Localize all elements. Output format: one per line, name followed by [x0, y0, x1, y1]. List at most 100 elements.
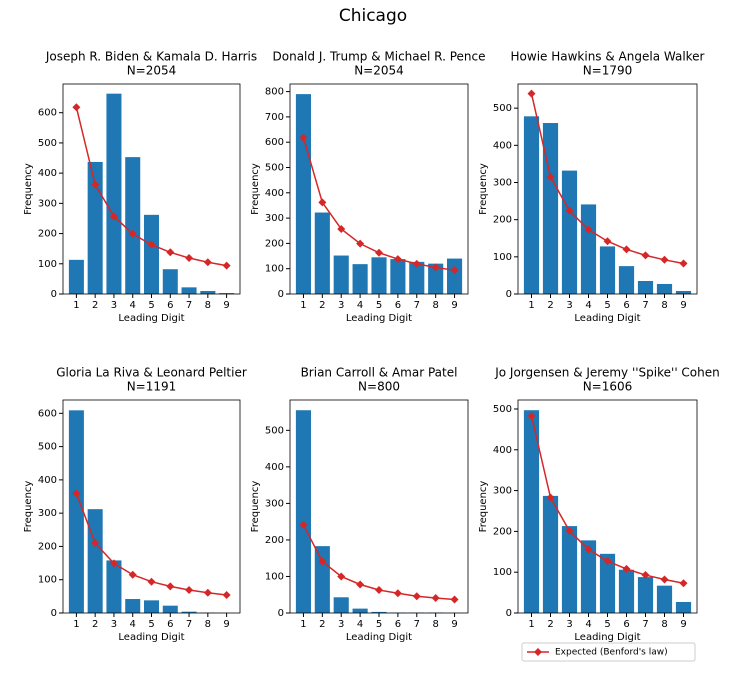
- expected-marker: [431, 594, 440, 603]
- x-tick-label: 7: [186, 300, 192, 311]
- y-tick-label: 500: [265, 162, 284, 173]
- bar: [447, 258, 463, 294]
- axes-frame: [62, 399, 241, 614]
- legend-label: Expected (Benford's law): [555, 648, 668, 658]
- expected-marker: [450, 266, 459, 275]
- y-tick-label: 200: [38, 229, 57, 240]
- x-tick-label: 8: [205, 619, 211, 630]
- bar: [656, 283, 673, 294]
- bar: [87, 509, 103, 613]
- expected-marker: [584, 225, 593, 234]
- bar: [314, 546, 330, 613]
- bar: [143, 214, 160, 294]
- subplot-title: Jo Jorgensen & Jeremy ''Spike'' Cohen: [494, 366, 720, 380]
- x-tick-label: 5: [376, 300, 382, 311]
- x-tick-label: 2: [319, 619, 325, 630]
- bar: [542, 123, 559, 294]
- subplot-subtitle: N=2054: [127, 64, 177, 78]
- expected-marker: [412, 592, 421, 601]
- y-axis-label: Frequency: [478, 163, 489, 215]
- x-tick-label: 8: [205, 300, 211, 311]
- expected-marker: [147, 240, 156, 249]
- y-tick-label: 400: [38, 168, 57, 179]
- x-tick-label: 7: [642, 619, 648, 630]
- expected-marker: [109, 559, 118, 568]
- axes-frame: [62, 83, 241, 295]
- x-tick-label: 9: [223, 619, 229, 630]
- x-tick-label: 1: [73, 619, 79, 630]
- legend-box: [521, 642, 696, 662]
- y-tick-label: 300: [265, 213, 284, 224]
- bar: [106, 93, 122, 294]
- y-tick-label: 600: [38, 108, 57, 119]
- x-tick-label: 2: [92, 300, 98, 311]
- expected-marker: [393, 255, 402, 264]
- bar: [371, 611, 387, 613]
- axes-frame: [289, 83, 469, 295]
- x-axis-label: Leading Digit: [574, 632, 640, 643]
- bar: [333, 255, 349, 294]
- x-tick-label: 2: [319, 300, 325, 311]
- x-tick-label: 5: [376, 619, 382, 630]
- bar: [637, 577, 654, 613]
- y-tick-label: 400: [265, 462, 284, 473]
- subplot-subtitle: N=1191: [127, 380, 177, 394]
- bar: [295, 410, 311, 613]
- expected-marker: [527, 411, 536, 420]
- x-tick-label: 6: [167, 300, 173, 311]
- x-tick-label: 4: [585, 300, 591, 311]
- bar: [352, 264, 368, 294]
- x-tick-label: 4: [357, 619, 363, 630]
- bar: [599, 553, 616, 613]
- expected-marker: [565, 206, 574, 215]
- legend-marker: [534, 648, 542, 656]
- y-tick-label: 400: [38, 475, 57, 486]
- x-axis-label: Leading Digit: [118, 313, 184, 324]
- bar: [561, 526, 578, 613]
- expected-marker: [375, 585, 383, 594]
- expected-marker: [147, 577, 156, 586]
- subplot-title: Joseph R. Biden & Kamala D. Harris: [45, 50, 257, 64]
- y-tick-label: 500: [38, 442, 57, 453]
- expected-marker: [299, 133, 308, 142]
- bar: [371, 257, 387, 294]
- bar: [618, 569, 635, 613]
- y-tick-label: 0: [278, 608, 284, 619]
- y-tick-label: 800: [265, 87, 284, 98]
- x-tick-label: 9: [223, 300, 229, 311]
- x-tick-label: 4: [585, 619, 591, 630]
- subplot-title: Donald J. Trump & Michael R. Pence: [273, 50, 486, 64]
- y-tick-label: 500: [38, 138, 57, 149]
- expected-marker: [166, 582, 175, 591]
- expected-marker: [109, 212, 118, 221]
- y-tick-label: 600: [265, 137, 284, 148]
- expected-marker: [622, 564, 631, 573]
- bar: [637, 280, 654, 294]
- expected-marker: [603, 557, 612, 566]
- y-tick-label: 200: [38, 541, 57, 552]
- x-tick-label: 6: [395, 300, 401, 311]
- expected-marker: [527, 89, 536, 98]
- axes-frame: [517, 399, 698, 614]
- expected-marker: [318, 198, 327, 207]
- y-tick-label: 300: [265, 498, 284, 509]
- bar: [599, 246, 616, 294]
- y-axis-label: Frequency: [23, 163, 34, 215]
- x-tick-label: 8: [661, 619, 667, 630]
- axes-frame: [289, 399, 469, 614]
- bar: [428, 263, 444, 294]
- x-tick-label: 1: [528, 300, 534, 311]
- x-tick-label: 6: [623, 619, 629, 630]
- y-tick-label: 500: [265, 425, 284, 436]
- expected-marker: [128, 570, 137, 579]
- x-tick-label: 5: [604, 619, 610, 630]
- bar: [314, 212, 330, 294]
- y-tick-label: 0: [51, 289, 57, 300]
- bar: [675, 291, 692, 294]
- y-tick-label: 0: [278, 289, 284, 300]
- x-tick-label: 5: [148, 619, 154, 630]
- y-tick-label: 300: [493, 177, 512, 188]
- expected-marker: [565, 526, 574, 535]
- y-tick-label: 0: [506, 289, 512, 300]
- expected-marker: [185, 254, 194, 263]
